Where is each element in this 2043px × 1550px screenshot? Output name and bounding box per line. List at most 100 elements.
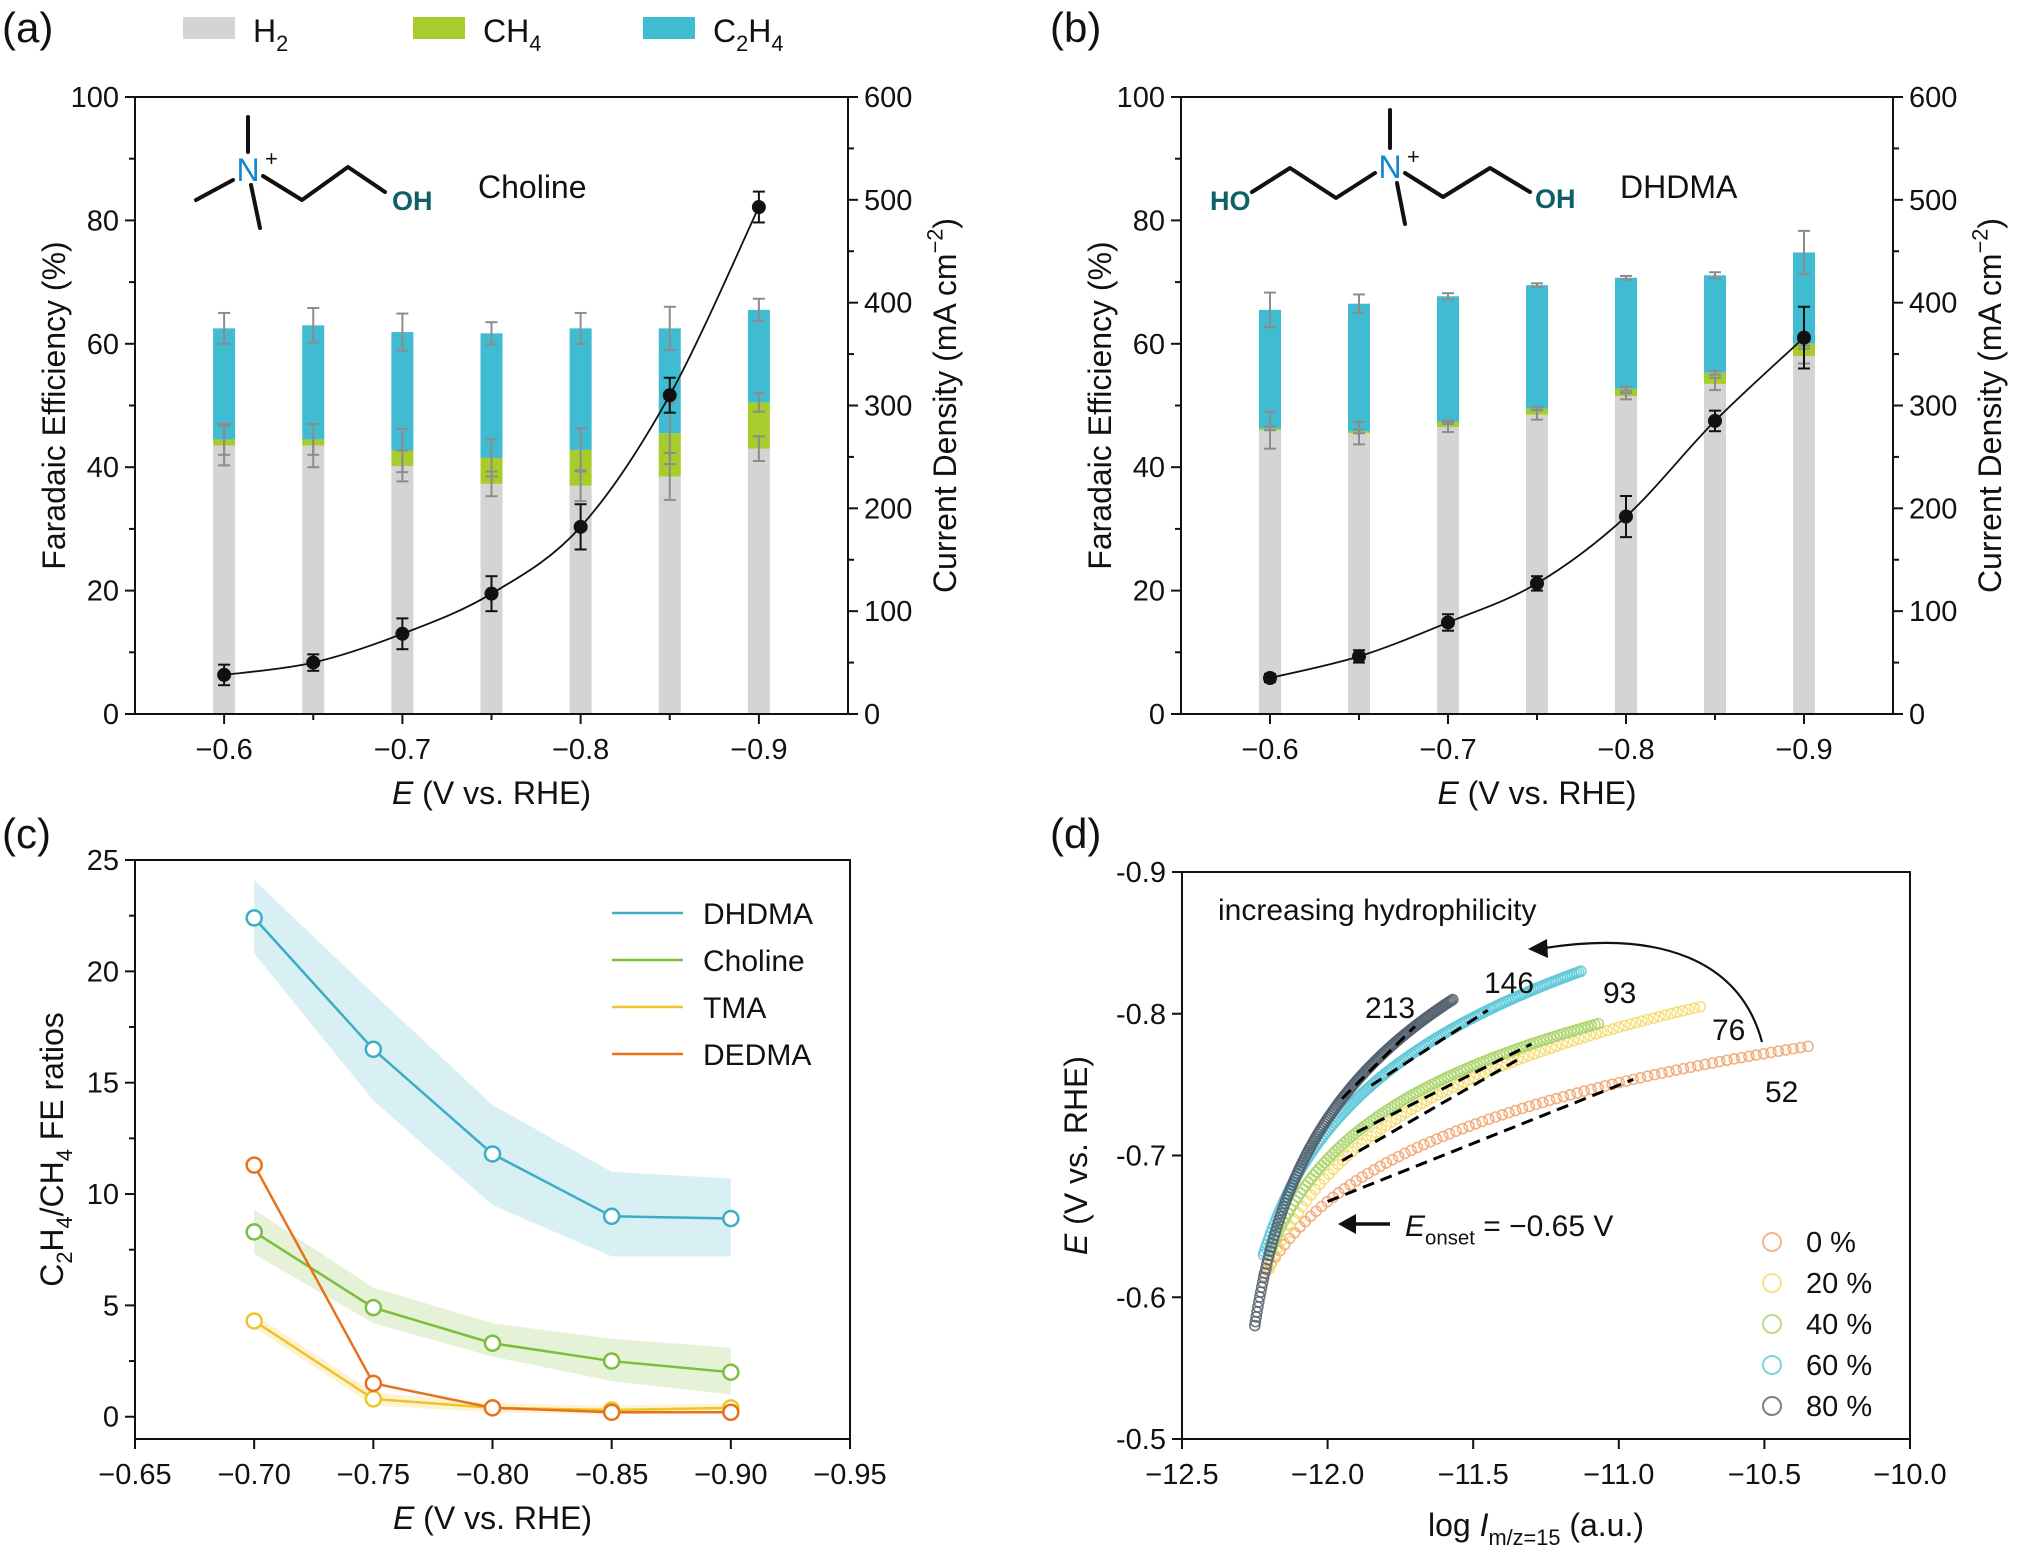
- text-part: 300: [1909, 391, 1957, 423]
- x-axis-label: log Im/z=15 (a.u.): [1428, 1507, 1644, 1550]
- y-tick-label: 20: [1133, 576, 1165, 608]
- bar-c2h4: [1348, 303, 1370, 432]
- point-dhdma: [722, 1209, 740, 1228]
- panel-b: (b) 0 20 40 60 80 100 0 100 200 300 400 500 600 −0.6 −0…: [1050, 4, 2008, 811]
- text-part: 100: [1909, 596, 1957, 628]
- text-part: 80 %: [1806, 1391, 1872, 1423]
- text-part: 5: [103, 1290, 119, 1322]
- fit-line-p40: [1356, 1042, 1533, 1134]
- point-p0: [1613, 1076, 1626, 1089]
- current-point: [751, 200, 766, 215]
- bar-c2h4: [480, 333, 503, 458]
- text-part: 400: [1909, 288, 1957, 320]
- panel-label: (d): [1050, 810, 1101, 857]
- text-part: 2: [276, 31, 288, 56]
- point-p80: [1262, 1253, 1274, 1266]
- point-p20: [1624, 1018, 1637, 1030]
- y-tick-label: 0: [1149, 699, 1165, 731]
- text-part: TMA: [703, 992, 766, 1025]
- current-point: [1797, 330, 1811, 345]
- point-choline: [722, 1363, 740, 1381]
- point-p0: [1476, 1115, 1489, 1128]
- point-p20: [1484, 1064, 1497, 1077]
- y-tick-label: 0: [103, 1402, 119, 1434]
- text-part: −11.5: [1438, 1459, 1509, 1491]
- top-legend: H2 CH4 C2H4: [183, 13, 783, 56]
- y-tick-label: 20: [87, 576, 119, 608]
- x-tick-label: −10.0: [1873, 1459, 1946, 1491]
- point-p20: [1688, 1002, 1701, 1014]
- slope-label-p80: 213: [1365, 992, 1415, 1025]
- fit-line-p80: [1341, 1025, 1417, 1100]
- text-part: DEDMA: [703, 1039, 811, 1072]
- slope-label-p60: 146: [1484, 967, 1534, 1000]
- point-p40: [1329, 1145, 1342, 1157]
- point-p20: [1636, 1015, 1648, 1027]
- point-p0: [1779, 1044, 1792, 1056]
- point-p40: [1592, 1017, 1605, 1030]
- text-part: C: [34, 1264, 70, 1287]
- point-p20: [1607, 1023, 1619, 1035]
- point-p0: [1677, 1062, 1690, 1075]
- text-part: 600: [864, 82, 912, 114]
- point-p20: [1495, 1060, 1508, 1073]
- point-p0: [1765, 1046, 1777, 1059]
- y-tick-label: 80: [1133, 205, 1165, 237]
- x-tick-label: −0.70: [217, 1459, 290, 1491]
- x-tick-label: −0.7: [1419, 734, 1476, 766]
- text-part: 0: [103, 1402, 119, 1434]
- bar-h2: [391, 465, 414, 714]
- text-part: 500: [864, 185, 912, 217]
- point-p0: [1787, 1042, 1799, 1055]
- molecule-bond: [1395, 181, 1407, 226]
- text-part: 93: [1603, 977, 1636, 1010]
- text-part: 25: [87, 845, 119, 877]
- point-p0: [1706, 1057, 1719, 1069]
- text-part: -0.8: [1116, 999, 1166, 1031]
- current-point: [573, 519, 588, 534]
- y2-tick-label: 500: [864, 185, 912, 217]
- x-tick-label: −0.8: [1597, 734, 1654, 766]
- y-tick-label: 25: [87, 845, 119, 877]
- text-part: 52: [1765, 1076, 1798, 1109]
- legend-label-p20: 20 %: [1806, 1268, 1872, 1300]
- molecule-name: DHDMA: [1620, 169, 1738, 205]
- current-point: [1530, 576, 1544, 591]
- text-part: (V vs. RHE): [414, 1500, 592, 1536]
- legend-label-tma: TMA: [703, 992, 766, 1025]
- point-p0: [1368, 1164, 1380, 1176]
- x-axis-label: E (V vs. RHE): [393, 1500, 592, 1536]
- point-p0: [1634, 1071, 1647, 1084]
- text-part: Faradaic Efficiency (%): [36, 241, 72, 569]
- point-dhdma: [364, 1040, 383, 1059]
- point-tma: [245, 1312, 263, 1330]
- point-p0: [1380, 1157, 1393, 1169]
- point-p0: [1463, 1120, 1475, 1133]
- text-part: Current Density (mA cm: [927, 253, 963, 593]
- point-p0: [1543, 1094, 1556, 1107]
- x-tick-label: −0.9: [730, 734, 787, 766]
- text-part: 76: [1712, 1014, 1745, 1047]
- text-part: (c): [2, 810, 51, 857]
- text-part: 100: [71, 82, 119, 114]
- x-axis-label: E (V vs. RHE): [392, 775, 591, 811]
- point-p0: [1437, 1130, 1449, 1143]
- legend-swatch-h2: [183, 17, 235, 39]
- point-p0: [1564, 1088, 1577, 1101]
- molecule-bond: [1403, 166, 1532, 199]
- point-p0: [1489, 1111, 1502, 1123]
- text-part: 2: [736, 31, 748, 56]
- text-part: −0.6: [1241, 734, 1298, 766]
- text-part: +: [1407, 144, 1420, 169]
- point-p0: [1350, 1175, 1362, 1187]
- point-p0: [1344, 1178, 1357, 1191]
- bar-h2: [1259, 430, 1281, 714]
- text-part: ): [927, 218, 963, 229]
- y2-tick-label: 400: [864, 288, 912, 320]
- point-p0: [1374, 1160, 1386, 1173]
- x-tick-label: −0.6: [196, 734, 253, 766]
- point-tma: [364, 1390, 383, 1408]
- text-part: −2: [923, 229, 948, 254]
- legend-label-h2: H2: [253, 13, 288, 56]
- x-tick-label: −0.80: [456, 1459, 529, 1491]
